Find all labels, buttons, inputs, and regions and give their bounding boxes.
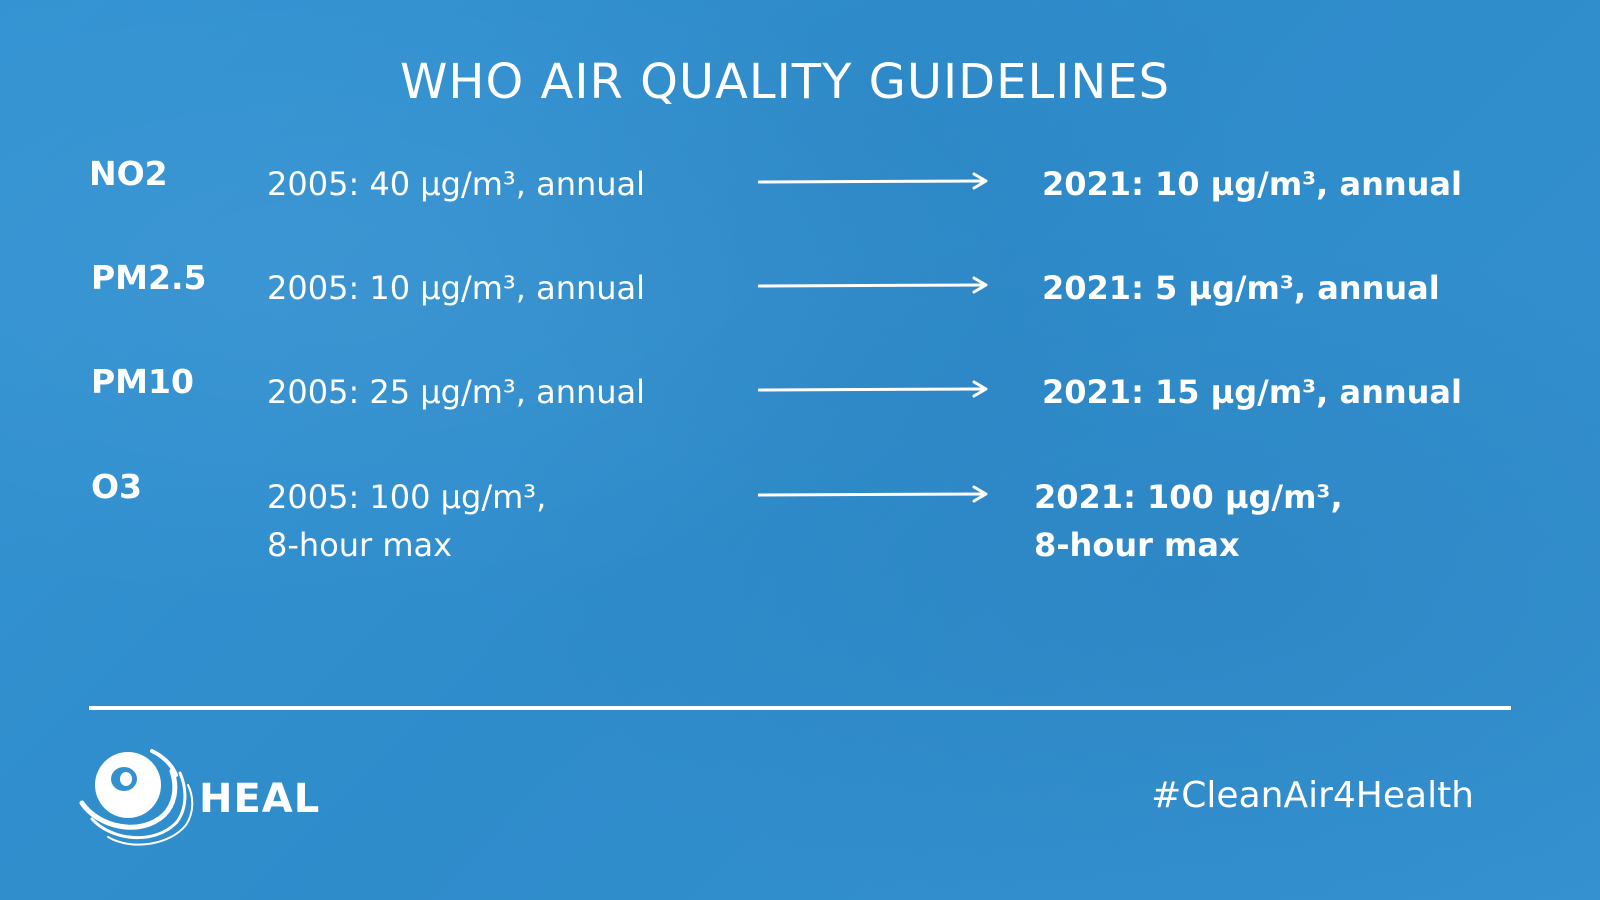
pollutant-label: PM2.5 — [91, 258, 207, 297]
page-title: WHO AIR QUALITY GUIDELINES — [399, 54, 1171, 110]
value-2005-line1: 2005: 40 µg/m³, annual — [267, 165, 646, 203]
arrow-right-icon — [758, 485, 988, 503]
guideline-row-pm25: PM2.5 2005: 10 µg/m³, annual 2021: 5 µg/… — [0, 258, 1600, 358]
value-2021-line1: 2021: 15 µg/m³, annual — [1042, 373, 1462, 411]
value-2021: 2021: 5 µg/m³, annual — [1042, 264, 1440, 312]
value-2021-line1: 2021: 10 µg/m³, annual — [1042, 165, 1462, 203]
pollutant-label: PM10 — [91, 362, 194, 401]
pollutant-label: O3 — [91, 467, 143, 506]
value-2005-line2: 8-hour max — [267, 526, 453, 564]
heal-logo-icon — [79, 749, 194, 846]
arrow-right-icon — [758, 276, 988, 294]
footer-divider — [89, 706, 1511, 710]
value-2021-line1: 2021: 5 µg/m³, annual — [1042, 269, 1440, 307]
value-2005: 2005: 100 µg/m³, 8-hour max — [267, 473, 546, 569]
arrow-right-icon — [758, 380, 988, 398]
value-2021: 2021: 15 µg/m³, annual — [1042, 368, 1462, 416]
value-2005: 2005: 10 µg/m³, annual — [267, 264, 645, 312]
value-2005-line1: 2005: 10 µg/m³, annual — [267, 269, 646, 307]
guideline-row-no2: NO2 2005: 40 µg/m³, annual 2021: 10 µg/m… — [0, 154, 1600, 254]
value-2005-line1: 2005: 25 µg/m³, annual — [267, 373, 646, 411]
value-2021-line2: 8-hour max — [1034, 526, 1240, 564]
arrow-right-icon — [758, 172, 988, 190]
hashtag: #CleanAir4Health — [1151, 775, 1474, 816]
value-2021: 2021: 100 µg/m³, 8-hour max — [1034, 473, 1343, 569]
value-2021-line1: 2021: 100 µg/m³, — [1034, 478, 1343, 516]
guideline-row-o3: O3 2005: 100 µg/m³, 8-hour max 2021: 100… — [0, 467, 1600, 567]
brand-name: HEAL — [199, 776, 321, 822]
pollutant-label: NO2 — [89, 154, 168, 193]
value-2005: 2005: 40 µg/m³, annual — [267, 160, 645, 208]
value-2021: 2021: 10 µg/m³, annual — [1042, 160, 1462, 208]
guideline-row-pm10: PM10 2005: 25 µg/m³, annual 2021: 15 µg/… — [0, 362, 1600, 462]
value-2005-line1: 2005: 100 µg/m³, — [267, 478, 547, 516]
value-2005: 2005: 25 µg/m³, annual — [267, 368, 645, 416]
